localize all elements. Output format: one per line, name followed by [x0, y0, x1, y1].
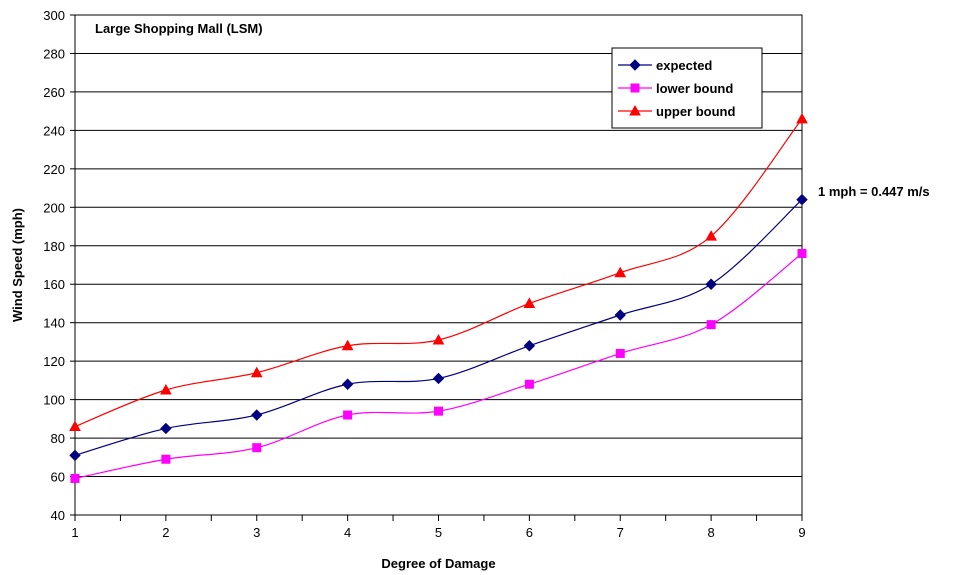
data-point [432, 372, 445, 385]
y-tick-label: 180 [43, 239, 65, 254]
y-tick-label: 140 [43, 316, 65, 331]
x-tick-label: 8 [708, 525, 715, 540]
y-tick-label: 220 [43, 162, 65, 177]
data-point [69, 449, 81, 462]
series-upper-bound [69, 112, 808, 432]
legend-item: expected [618, 58, 712, 73]
y-tick-label: 240 [43, 123, 65, 138]
legend-item: lower bound [618, 81, 733, 96]
x-tick-label: 5 [435, 525, 442, 540]
data-point [796, 112, 808, 124]
x-tick-label: 7 [617, 525, 624, 540]
legend-marker [629, 104, 641, 116]
gridlines [75, 52, 802, 478]
y-tick-label: 80 [51, 431, 65, 446]
y-tick-label: 40 [51, 508, 65, 523]
data-point [251, 409, 263, 421]
data-point [796, 193, 808, 206]
legend-label: expected [656, 58, 712, 73]
y-tick-label: 260 [43, 85, 65, 100]
data-point [160, 422, 172, 435]
chart-title: Large Shopping Mall (LSM) [95, 21, 263, 36]
x-tick-label: 3 [253, 525, 260, 540]
y-tick-label: 160 [43, 277, 65, 292]
legend: expected lower bound upper bound [611, 47, 763, 129]
data-point [432, 333, 445, 345]
axes: 40 60 80 100 120 140 160 180 200 220 240 260 280 300 1… [43, 8, 805, 540]
x-tick-label: 2 [162, 525, 169, 540]
series-lower-bound [70, 248, 807, 483]
series-line [74, 199, 803, 456]
data-point [705, 278, 717, 290]
x-axis-title: Degree of Damage [381, 556, 495, 571]
data-point [523, 340, 536, 352]
data-point [343, 410, 353, 420]
data-point [252, 443, 262, 453]
data-point [250, 366, 263, 378]
y-tick-label: 60 [51, 470, 65, 485]
y-tick-label: 300 [43, 8, 65, 23]
y-tick-label: 280 [43, 46, 65, 61]
x-tick-label: 1 [71, 525, 78, 540]
data-point [70, 473, 80, 483]
data-point [69, 420, 81, 432]
y-tick-label: 100 [43, 393, 65, 408]
series-line [74, 252, 803, 480]
data-point [524, 379, 534, 389]
y-tick-label: 120 [43, 354, 65, 369]
legend-marker [630, 83, 640, 93]
data-point [434, 406, 443, 416]
legend-label: upper bound [656, 104, 735, 119]
data-point [341, 378, 354, 390]
legend-marker [629, 59, 641, 71]
data-point [341, 339, 354, 351]
legend-label: lower bound [656, 81, 733, 96]
data-point [161, 454, 171, 464]
data-point [614, 309, 626, 321]
x-tick-label: 4 [344, 525, 351, 540]
unit-annotation: 1 mph = 0.447 m/s [818, 184, 930, 199]
x-tick-label: 6 [526, 525, 533, 540]
series-layer [69, 112, 808, 483]
legend-item: upper bound [618, 104, 735, 119]
data-point [705, 230, 717, 241]
data-point [160, 383, 172, 395]
data-point [615, 348, 625, 358]
series-expected [69, 193, 808, 462]
data-point [614, 266, 627, 278]
data-point [706, 320, 716, 330]
y-tick-label: 200 [43, 200, 65, 215]
y-axis-title: Wind Speed (mph) [10, 208, 25, 322]
data-point [797, 248, 807, 258]
data-point [523, 297, 536, 308]
x-tick-label: 9 [798, 525, 805, 540]
